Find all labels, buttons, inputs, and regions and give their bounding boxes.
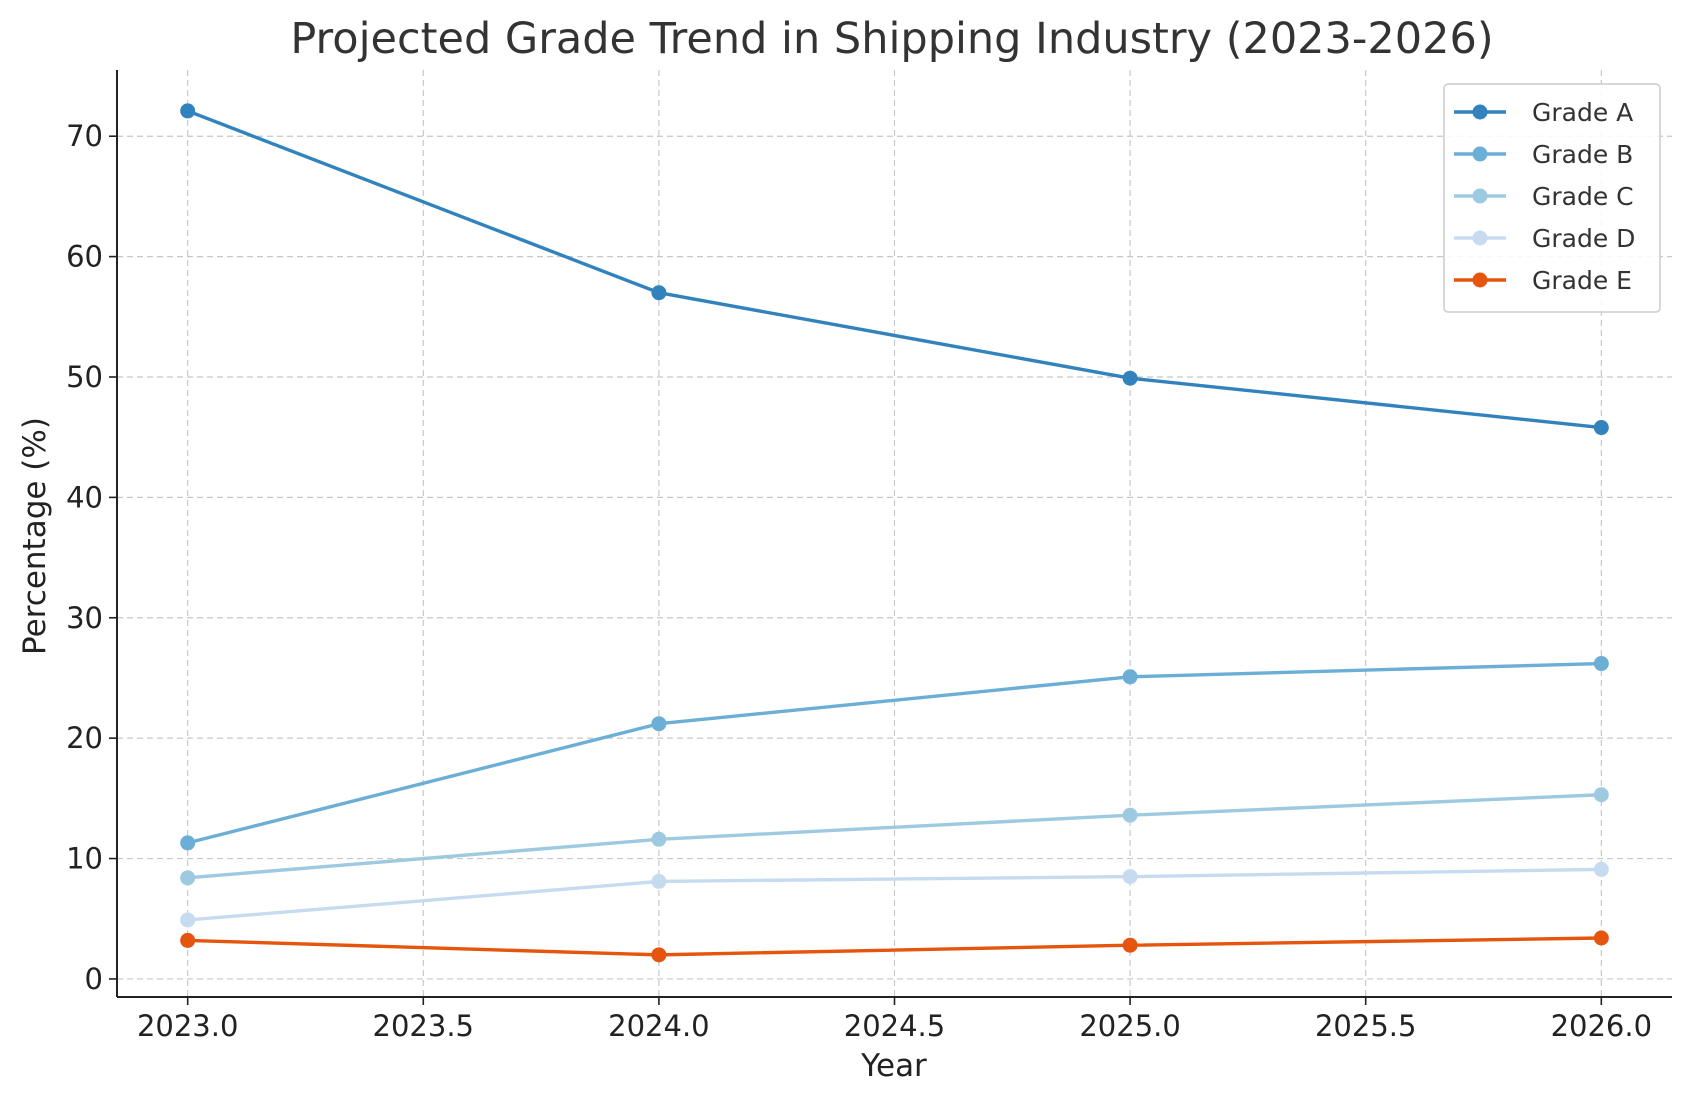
legend-label-grade-d: Grade D (1532, 224, 1635, 253)
data-point-grade-a (180, 103, 196, 119)
data-point-grade-d (180, 912, 196, 928)
legend-label-grade-e: Grade E (1532, 266, 1632, 295)
grid-lines (117, 70, 1672, 997)
data-point-grade-a (651, 285, 667, 301)
y-tick-label: 30 (66, 601, 103, 635)
data-point-grade-e (1122, 937, 1138, 953)
y-tick-label: 10 (66, 842, 103, 876)
data-point-grade-e (180, 932, 196, 948)
data-point-grade-b (1122, 669, 1138, 685)
y-tick-label: 40 (66, 480, 103, 514)
data-point-grade-e (651, 947, 667, 963)
x-tick-label: 2025.0 (1079, 1009, 1180, 1043)
x-tick-label: 2023.5 (373, 1009, 474, 1043)
x-tick-label: 2025.5 (1315, 1009, 1416, 1043)
legend-box (1443, 83, 1661, 313)
data-point-grade-c (180, 870, 196, 886)
x-tick-label: 2023.0 (137, 1009, 238, 1043)
x-tick-label: 2024.0 (608, 1009, 709, 1043)
x-tick-label: 2024.5 (844, 1009, 945, 1043)
legend: Grade A Grade B Grade C Grade D Grade E (1443, 83, 1661, 313)
data-point-grade-b (651, 716, 667, 732)
x-axis-label: Year (860, 1048, 927, 1084)
data-point-grade-c (1593, 787, 1609, 803)
legend-label-grade-b: Grade B (1532, 140, 1633, 169)
series-line-grade-a (185, 109, 1604, 430)
x-tick-label: 2026.0 (1551, 1009, 1652, 1043)
axes: 2023.0 2023.5 2024.0 2024.5 2025.0 2025.5 2026… (66, 70, 1672, 1043)
y-axis-label: Percentage (%) (17, 417, 53, 655)
data-point-grade-b (180, 835, 196, 851)
chart-title: Projected Grade Trend in Shipping Indust… (290, 14, 1493, 64)
series-line-grade-c (185, 793, 1604, 880)
y-tick-label: 70 (66, 119, 103, 153)
legend-marker-grade-d (1472, 230, 1488, 246)
series-line-grade-e (185, 936, 1604, 957)
data-point-grade-e (1593, 930, 1609, 946)
legend-marker-grade-a (1472, 104, 1488, 120)
y-tick-label: 0 (85, 962, 103, 996)
legend-marker-grade-c (1472, 188, 1488, 204)
series-line-grade-d (185, 867, 1604, 922)
data-point-grade-c (1122, 807, 1138, 823)
series-lines (180, 103, 1609, 963)
legend-label-grade-c: Grade C (1532, 182, 1634, 211)
series-line-grade-b (185, 661, 1604, 845)
data-point-grade-a (1122, 370, 1138, 386)
data-point-grade-d (1593, 861, 1609, 877)
y-tick-label: 60 (66, 240, 103, 274)
legend-label-grade-a: Grade A (1532, 98, 1633, 127)
legend-marker-grade-e (1472, 272, 1488, 288)
data-point-grade-c (651, 831, 667, 847)
y-tick-label: 20 (66, 721, 103, 755)
legend-marker-grade-b (1472, 146, 1488, 162)
data-point-grade-d (1122, 869, 1138, 885)
data-point-grade-a (1593, 420, 1609, 436)
y-tick-label: 50 (66, 360, 103, 394)
data-point-grade-d (651, 873, 667, 889)
data-point-grade-b (1593, 656, 1609, 672)
